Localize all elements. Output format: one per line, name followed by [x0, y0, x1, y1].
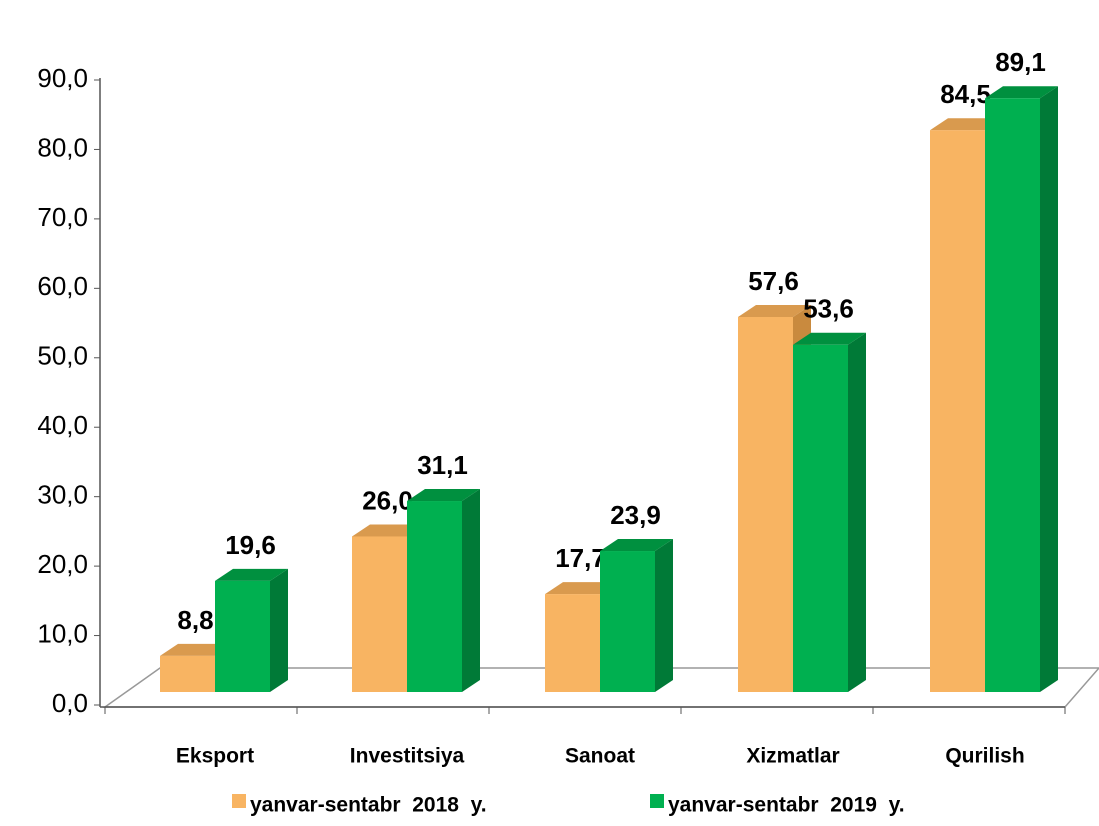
- bar-front: [985, 98, 1040, 692]
- x-tick-label: Xizmatlar: [746, 745, 839, 768]
- bar-front: [407, 501, 462, 692]
- y-tick-label: 20,0: [37, 549, 88, 579]
- y-tick-label: 0,0: [52, 688, 88, 718]
- value-label: 8,8: [177, 605, 213, 635]
- bar: [985, 86, 1058, 692]
- bar-top: [600, 539, 673, 552]
- value-label: 89,1: [995, 47, 1046, 77]
- y-tick-label: 40,0: [37, 410, 88, 440]
- bar-side: [1040, 86, 1058, 692]
- bar-front: [545, 594, 600, 692]
- x-tick-label: Investitsiya: [350, 745, 465, 768]
- legend-swatch: [232, 794, 246, 808]
- y-tick-label: 30,0: [37, 480, 88, 510]
- bar-front: [352, 536, 407, 692]
- y-tick-label: 50,0: [37, 341, 88, 371]
- bar: [600, 539, 673, 692]
- value-label: 57,6: [748, 266, 799, 296]
- bar-front: [738, 317, 793, 692]
- bar-top: [738, 305, 811, 317]
- bar-side: [270, 568, 288, 692]
- bar: [407, 489, 480, 692]
- bar-front: [793, 344, 848, 692]
- y-tick-label: 80,0: [37, 132, 88, 162]
- value-label: 31,1: [417, 450, 468, 480]
- bar-top: [160, 643, 233, 656]
- value-label: 53,6: [803, 294, 854, 324]
- y-tick-label: 60,0: [37, 271, 88, 301]
- bar-front: [930, 130, 985, 692]
- bar-top: [930, 118, 1003, 131]
- value-label: 23,9: [610, 500, 661, 530]
- bar-top: [545, 582, 618, 595]
- bar-front: [160, 655, 215, 692]
- y-tick-label: 10,0: [37, 618, 88, 648]
- x-tick-label: Eksport: [176, 745, 254, 768]
- value-label: 26,0: [362, 485, 413, 515]
- bar-side: [655, 539, 673, 692]
- bar-top: [407, 489, 480, 502]
- value-label: 84,5: [940, 79, 991, 109]
- bar-front: [600, 551, 655, 692]
- bar-side: [462, 489, 480, 692]
- value-label: 19,6: [225, 530, 276, 560]
- legend-label: yanvar-sentabr 2018 y.: [250, 794, 487, 817]
- bar-top: [352, 524, 425, 537]
- bar: [793, 332, 866, 692]
- bar: [215, 568, 288, 692]
- bar-top: [985, 86, 1058, 99]
- bar-side: [848, 332, 866, 692]
- legend-swatch: [650, 794, 664, 808]
- legend-label: yanvar-sentabr 2019 y.: [668, 794, 905, 817]
- bar-top: [215, 568, 288, 581]
- y-tick-label: 90,0: [37, 63, 88, 93]
- x-tick-label: Sanoat: [565, 745, 635, 768]
- value-label: 17,7: [555, 543, 606, 573]
- y-tick-label: 70,0: [37, 202, 88, 232]
- bar-top: [793, 332, 866, 345]
- x-tick-label: Qurilish: [945, 745, 1024, 768]
- bar-front: [215, 580, 270, 692]
